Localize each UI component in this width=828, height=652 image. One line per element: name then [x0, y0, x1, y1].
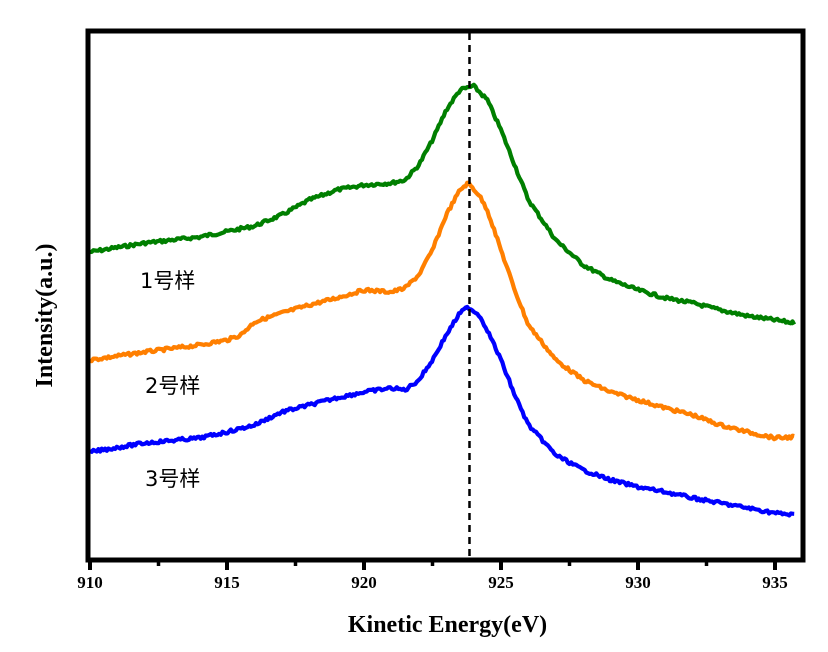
x-tick-label: 935 [762, 573, 788, 592]
series-labels: 1号样 2号样 3号样 [140, 269, 200, 491]
plot-frame [85, 28, 806, 563]
x-tick-label: 915 [214, 573, 240, 592]
x-ticks [88, 560, 777, 570]
x-tick-label: 920 [351, 573, 377, 592]
series-line-2 [89, 180, 795, 442]
x-tick-labels: 910 915 920 925 930 935 [77, 573, 788, 592]
x-tick-label: 925 [488, 573, 514, 592]
x-tick-label: 930 [625, 573, 651, 592]
x-axis-title: Kinetic Energy(eV) [348, 612, 547, 638]
series-label-1: 1号样 [140, 269, 195, 293]
series-line-3 [89, 304, 795, 518]
series-label-2: 2号样 [145, 374, 200, 398]
curves-layer [89, 82, 797, 518]
y-axis-title: Intensity(a.u.) [32, 243, 58, 387]
series-line-1 [89, 82, 797, 326]
x-tick-label: 910 [77, 573, 103, 592]
series-label-3: 3号样 [145, 467, 200, 491]
